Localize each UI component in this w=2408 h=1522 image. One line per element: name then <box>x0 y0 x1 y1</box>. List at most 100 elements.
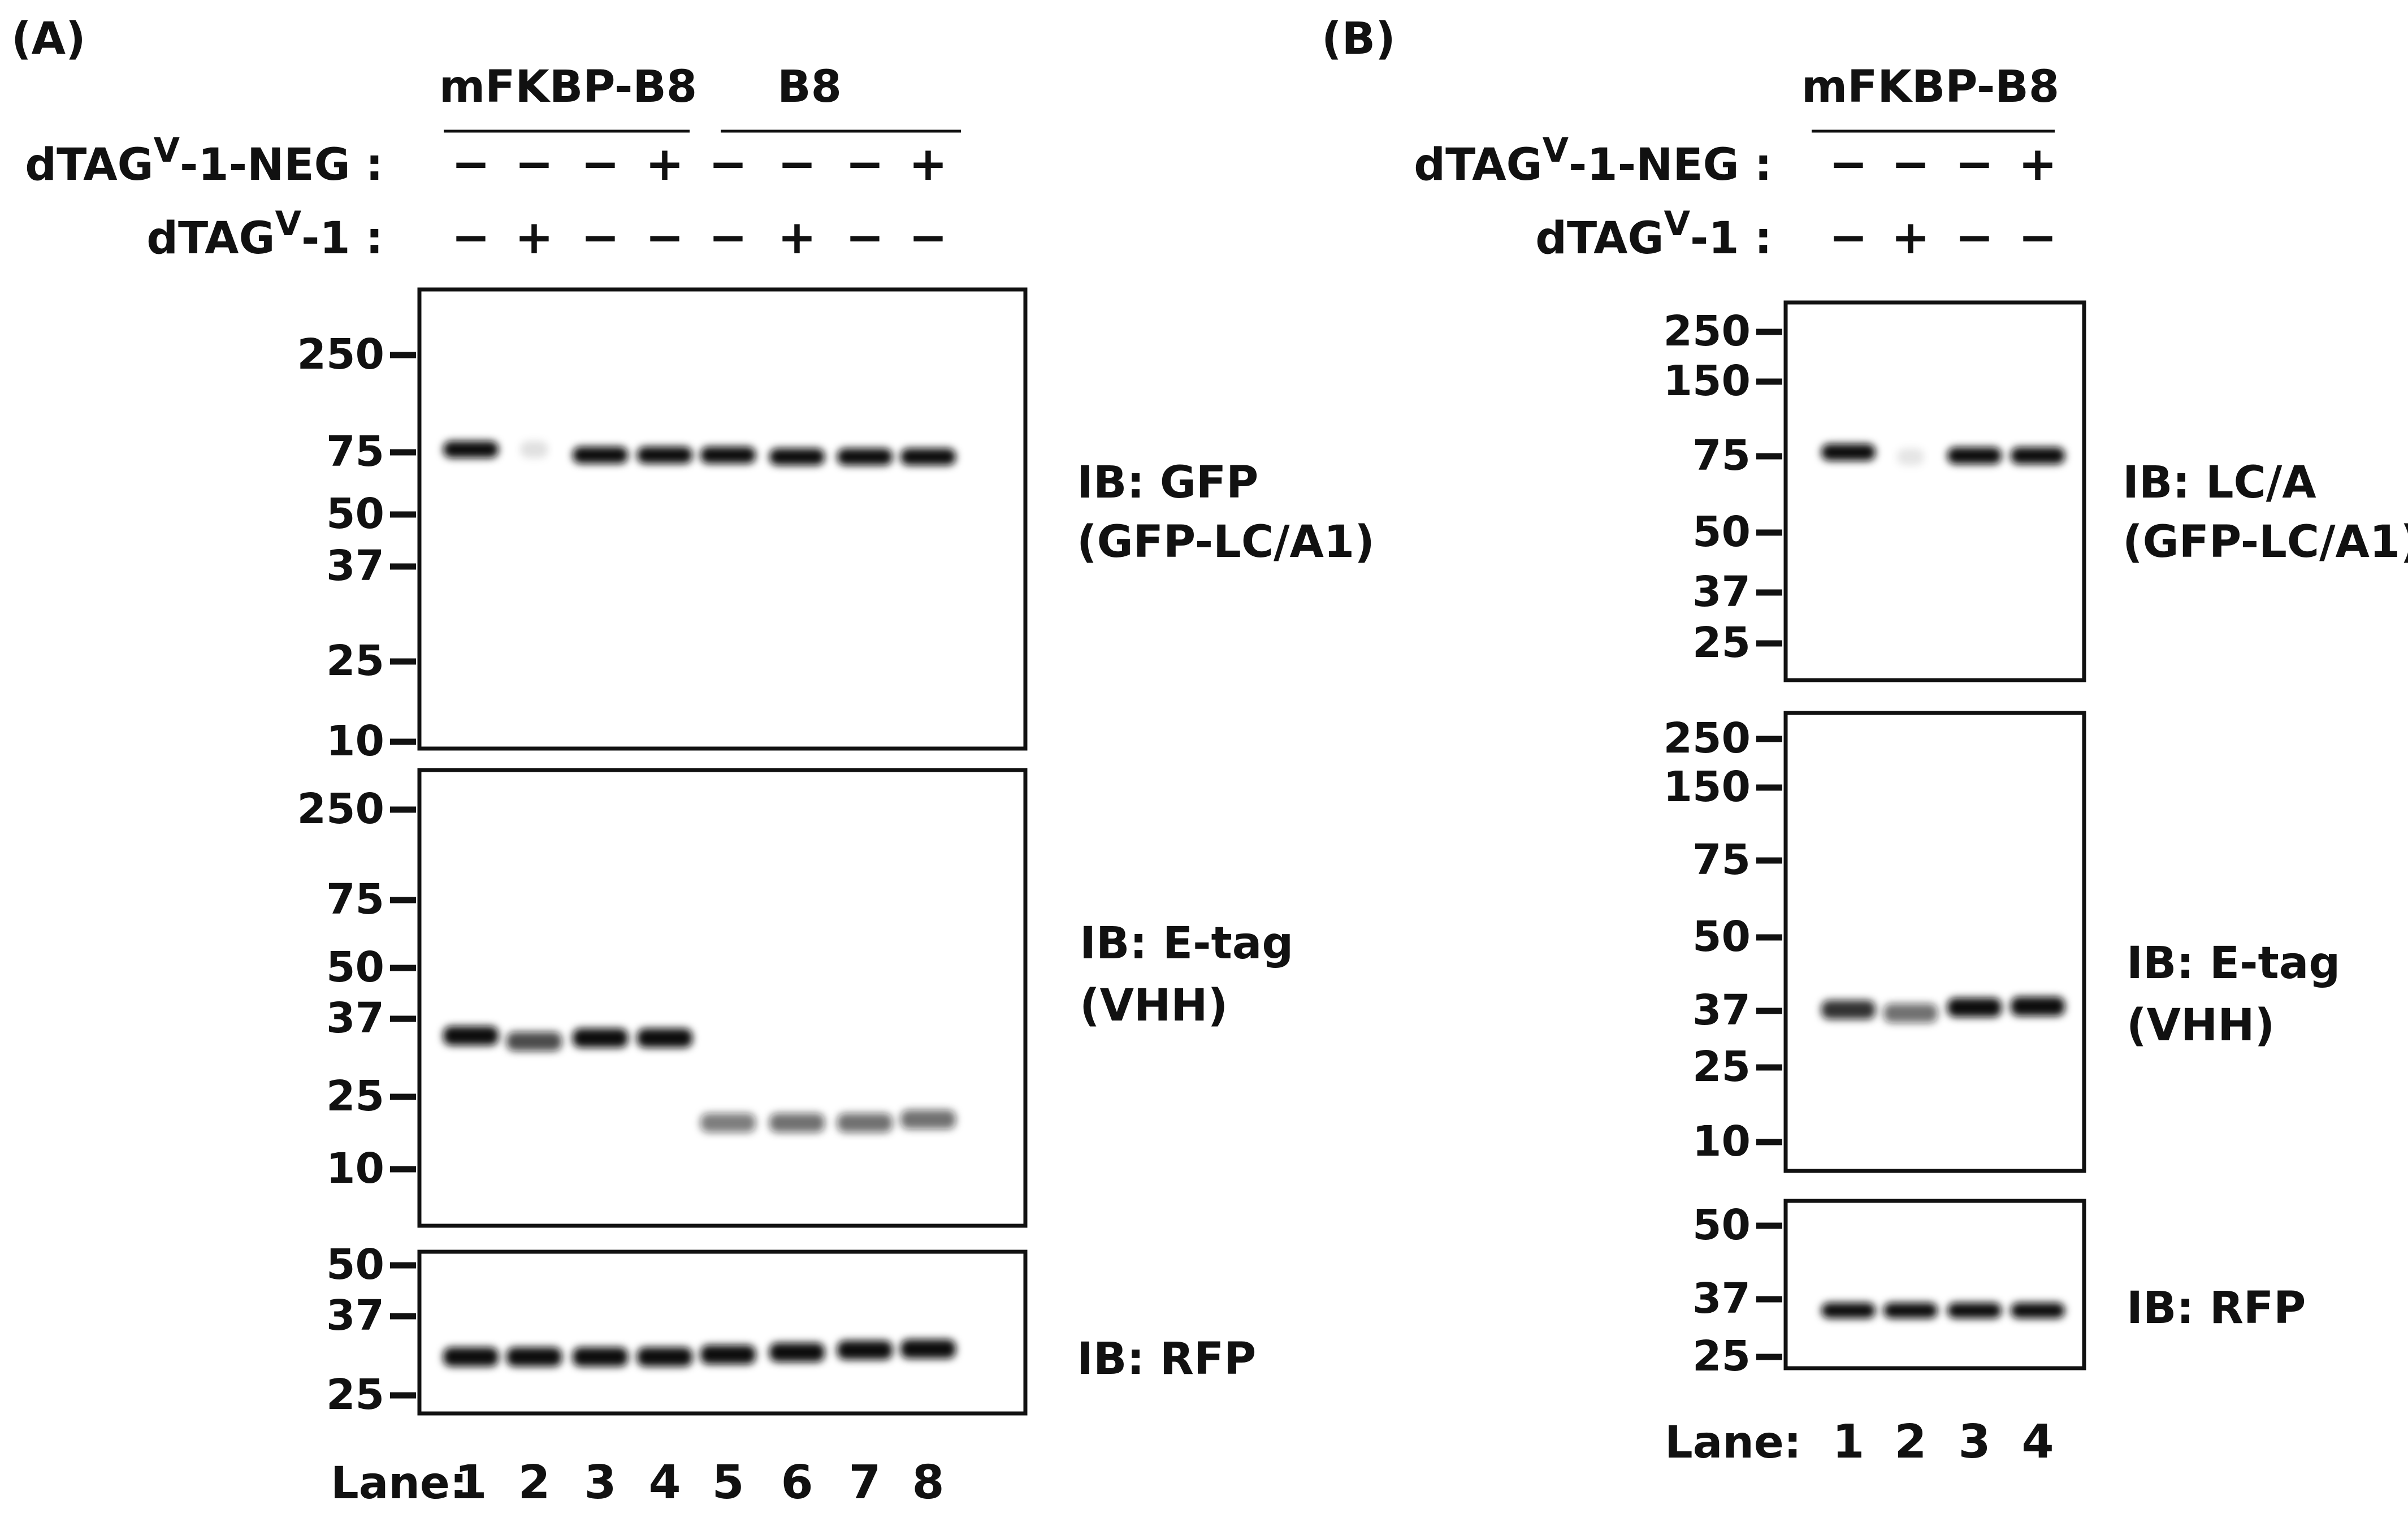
marker-label: 50 <box>1692 913 1751 961</box>
treatment-sign: − <box>1955 137 1994 191</box>
marker-label: 37 <box>1692 1274 1751 1323</box>
lane-number: 1 <box>454 1456 487 1510</box>
band <box>1883 1303 1938 1318</box>
band <box>900 1339 956 1359</box>
band <box>1821 1000 1876 1019</box>
panel-label: (A) <box>11 14 86 64</box>
marker-label: 10 <box>326 717 384 766</box>
marker-label: 25 <box>326 637 384 685</box>
marker-label: 37 <box>326 994 384 1043</box>
band <box>573 1347 628 1367</box>
marker-label: 250 <box>297 785 384 833</box>
band <box>837 1113 893 1132</box>
treatment-label: dTAGV-1-NEG : <box>1414 131 1772 191</box>
treatment-sign: + <box>515 211 554 265</box>
marker-label: 25 <box>1692 1332 1751 1381</box>
marker-label: 37 <box>1692 986 1751 1035</box>
ib-label: IB: LC/A <box>2123 457 2316 508</box>
blot-3: 50 37 25 IB: RFP <box>1692 1199 2306 1381</box>
band <box>1947 447 2002 464</box>
band <box>573 447 628 464</box>
treatment-sign: + <box>2019 137 2058 191</box>
treatment-sign: − <box>1955 211 1994 265</box>
treatment-sign: − <box>1829 137 1868 191</box>
band <box>1883 1004 1938 1023</box>
marker-label: 75 <box>1692 836 1751 884</box>
lane-number: 3 <box>1958 1415 1990 1469</box>
marker-label: 50 <box>1692 1201 1751 1249</box>
lane-label: Lane: <box>1665 1417 1801 1468</box>
ib-label: IB: RFP <box>1077 1334 1256 1385</box>
marker-label: 150 <box>1664 763 1751 811</box>
marker-label: 250 <box>1664 307 1751 356</box>
marker-label: 250 <box>297 330 384 379</box>
ib-label: (GFP-LC/A1) <box>2123 517 2408 568</box>
blot-frame <box>417 1249 1028 1416</box>
treatment-label: dTAGV-1-NEG : <box>25 131 383 191</box>
band <box>700 447 756 464</box>
panel-label: (B) <box>1322 14 1396 64</box>
marker-label: 25 <box>326 1072 384 1121</box>
marker-label: 25 <box>1692 619 1751 667</box>
band <box>1897 448 1924 465</box>
marker-label: 250 <box>1664 714 1751 763</box>
band <box>2011 1303 2065 1318</box>
band <box>2011 997 2065 1016</box>
band <box>1821 444 1876 461</box>
treatment-label: dTAGV-1 : <box>1535 204 1772 264</box>
lane-number: 2 <box>518 1456 550 1510</box>
ib-label: (VHH) <box>2127 1000 2275 1051</box>
treatment-sign: − <box>581 137 620 191</box>
ib-label: IB: GFP <box>1077 457 1258 508</box>
lane-number: 1 <box>1832 1415 1864 1469</box>
treatment-sign: − <box>646 211 685 265</box>
ib-label: (VHH) <box>1080 980 1228 1031</box>
treatment-sign: + <box>909 137 948 191</box>
ib-label: IB: RFP <box>2127 1283 2306 1334</box>
treatment-sign: − <box>909 211 948 265</box>
band <box>506 1347 562 1367</box>
treatment-sign: − <box>846 211 885 265</box>
treatment-sign: − <box>1829 211 1868 265</box>
marker-label: 10 <box>1692 1117 1751 1166</box>
marker-label: 75 <box>326 875 384 924</box>
lane-number: 5 <box>712 1456 744 1510</box>
marker-label: 50 <box>326 943 384 992</box>
treatment-sign: + <box>778 211 817 265</box>
blot-frame <box>1783 711 2086 1173</box>
marker-label: 50 <box>1692 508 1751 556</box>
band <box>837 1341 893 1360</box>
treatment-sign: − <box>581 211 620 265</box>
marker-label: 50 <box>326 490 384 538</box>
group-label: B8 <box>777 62 842 113</box>
treatment-sign: + <box>1891 211 1930 265</box>
lane-number: 8 <box>912 1456 944 1510</box>
treatment-sign: − <box>452 211 491 265</box>
marker-label: 25 <box>1692 1043 1751 1091</box>
marker-label: 37 <box>326 1291 384 1340</box>
band <box>637 447 692 464</box>
band <box>637 1347 692 1367</box>
treatment-sign: − <box>452 137 491 191</box>
band <box>443 1347 499 1367</box>
treatment-sign: − <box>515 137 554 191</box>
ib-label: (GFP-LC/A1) <box>1077 517 1375 568</box>
lane-number: 3 <box>584 1456 616 1510</box>
marker-label: 75 <box>1692 431 1751 480</box>
marker-label: 50 <box>326 1240 384 1289</box>
band <box>837 448 893 465</box>
band <box>769 1113 825 1132</box>
lane-label: Lane: <box>331 1458 467 1509</box>
blot-frame <box>1783 300 2086 682</box>
band <box>443 1026 499 1045</box>
band <box>443 441 499 458</box>
treatment-sign: − <box>2019 211 2058 265</box>
band <box>769 1343 825 1362</box>
lane-number: 4 <box>2021 1415 2054 1469</box>
